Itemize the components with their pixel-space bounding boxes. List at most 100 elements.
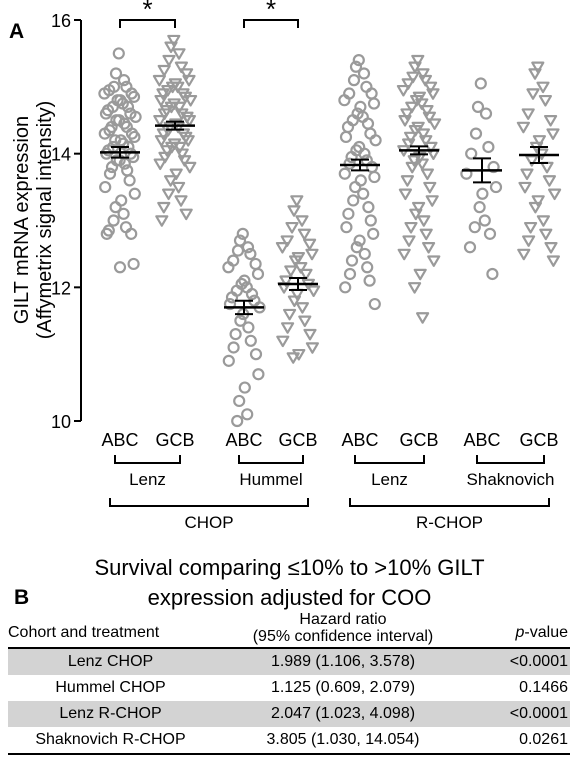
data-point-abc [463, 241, 477, 254]
data-point-gcb [175, 108, 189, 120]
data-point-gcb [526, 88, 540, 100]
x-tick-label: GCB [399, 430, 438, 450]
table-row: Hummel CHOP 1.125 (0.609, 2.079) 0.1466 [8, 675, 570, 701]
data-point-gcb [518, 181, 532, 194]
data-point-abc [489, 180, 503, 194]
data-point-abc [127, 257, 140, 271]
data-point-gcb [180, 68, 194, 80]
data-point-gcb [174, 195, 188, 207]
hazard-ratio-table: Cohort and treatment Hazard ratio (95% c… [8, 611, 570, 755]
data-point-abc [249, 348, 263, 361]
data-point-gcb [156, 128, 170, 140]
data-point-gcb [174, 61, 188, 74]
data-point-gcb [160, 145, 174, 157]
data-point-gcb [401, 78, 415, 90]
data-point-gcb [531, 195, 545, 207]
data-point-gcb [305, 342, 319, 354]
data-point-abc [112, 47, 125, 60]
data-point-gcb [538, 94, 552, 107]
data-point-gcb [303, 238, 317, 251]
x-tick-label: ABC [101, 430, 138, 450]
table-title-line-2: expression adjusted for COO [147, 585, 432, 610]
cohort-label: Hummel [239, 470, 302, 489]
data-point-gcb [275, 242, 289, 254]
data-point-gcb [416, 68, 430, 80]
data-point-abc [117, 207, 130, 220]
data-point-abc [109, 201, 122, 214]
data-point-abc [244, 334, 257, 347]
row-p-value: 0.0261 [473, 727, 570, 755]
data-point-abc [128, 187, 141, 200]
data-point-gcb [426, 88, 440, 100]
cohort-label: Lenz [371, 470, 408, 489]
header-p-rest: -value [524, 624, 568, 641]
x-tick-label: GCB [278, 430, 317, 450]
data-point-gcb [295, 215, 309, 227]
data-point-abc [478, 214, 491, 227]
data-point-gcb [303, 328, 317, 341]
data-point-gcb [516, 121, 530, 134]
data-point-gcb [171, 81, 185, 94]
data-point-abc [350, 241, 363, 254]
significance-star: * [266, 0, 276, 24]
data-point-abc [343, 157, 356, 170]
data-point-gcb [162, 188, 176, 201]
data-point-abc [98, 127, 111, 140]
data-point-gcb [287, 205, 301, 217]
row-cohort: Lenz R-CHOP [8, 701, 213, 727]
data-point-abc [368, 297, 381, 311]
data-point-gcb [184, 94, 198, 107]
row-p-value: <0.0001 [473, 701, 570, 727]
table-row: Shaknovich R-CHOP 3.805 (1.030, 14.054) … [8, 727, 570, 755]
data-point-gcb [525, 155, 539, 167]
data-point-gcb [531, 61, 545, 74]
x-tick-label: ABC [225, 430, 262, 450]
data-point-abc [129, 110, 142, 124]
data-point-gcb [154, 135, 168, 147]
data-point-gcb [410, 94, 424, 107]
data-point-gcb [172, 101, 186, 114]
data-point-gcb [289, 255, 303, 267]
header-p-value: p-value [473, 611, 570, 649]
data-point-abc [231, 414, 244, 428]
treatment-bracket [349, 498, 550, 507]
data-point-gcb [162, 54, 176, 67]
data-point-gcb [156, 88, 170, 100]
data-point-gcb [405, 101, 419, 114]
data-point-abc [487, 160, 500, 174]
data-point-gcb [286, 352, 300, 364]
treatment-label: R-CHOP [416, 513, 483, 532]
data-point-gcb [397, 248, 411, 261]
data-point-gcb [295, 302, 309, 314]
data-point-abc [109, 67, 123, 80]
data-point-abc [368, 170, 381, 184]
data-point-abc [117, 74, 131, 87]
data-point-abc [367, 227, 380, 240]
data-point-abc [107, 214, 120, 227]
data-point-gcb [161, 84, 175, 97]
data-point-abc [238, 381, 251, 394]
data-point-gcb [540, 161, 554, 174]
data-point-abc [127, 90, 141, 103]
data-point-abc [347, 194, 360, 207]
data-point-abc [241, 408, 254, 421]
y-tick-label: 10 [51, 412, 71, 432]
data-point-gcb [546, 255, 560, 267]
data-point-gcb [181, 135, 195, 147]
data-point-gcb [532, 135, 546, 147]
data-point-abc [343, 267, 357, 281]
data-point-gcb [164, 101, 178, 114]
data-point-abc [338, 167, 351, 180]
data-point-abc [100, 227, 113, 240]
treatment-label: CHOP [184, 513, 233, 532]
data-point-gcb [418, 74, 432, 87]
data-point-abc [353, 234, 366, 247]
data-point-abc [364, 214, 377, 227]
data-point-gcb [424, 81, 438, 94]
data-point-abc [99, 180, 112, 194]
data-point-gcb [416, 312, 430, 324]
data-point-gcb [419, 135, 433, 147]
data-point-gcb [179, 208, 193, 221]
data-point-gcb [528, 201, 542, 214]
data-point-gcb [417, 215, 431, 227]
